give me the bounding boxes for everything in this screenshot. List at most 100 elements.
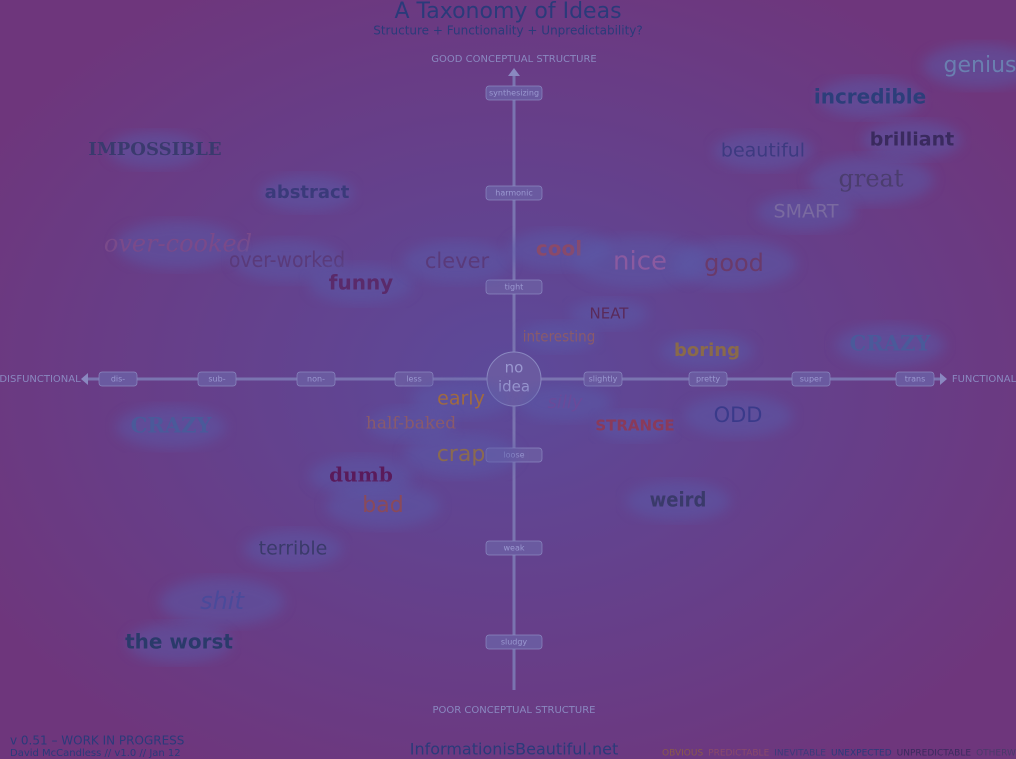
tick-box <box>296 371 336 387</box>
tick-box <box>485 540 543 556</box>
word-glow <box>108 132 202 168</box>
tick-label: pretty <box>696 375 720 384</box>
word-glow <box>572 236 708 288</box>
word: over-cooked <box>104 230 252 258</box>
word-glow <box>232 240 342 282</box>
word: interesting <box>523 328 596 346</box>
tick-box <box>394 371 434 387</box>
word: NEAT <box>590 305 630 323</box>
axis-bottom: POOR CONCEPTUAL STRUCTURE <box>433 705 596 716</box>
tick-box <box>485 185 543 201</box>
word-glow <box>660 333 754 369</box>
word: CRAZY <box>850 331 932 356</box>
word-glow <box>520 322 598 352</box>
word-glow <box>243 530 343 568</box>
word-glow <box>309 264 413 304</box>
tick-label: sludgy <box>501 638 528 647</box>
tick-box <box>485 279 543 295</box>
word-glow <box>835 324 945 366</box>
axis-left: DISFUNCTIONAL <box>0 374 81 385</box>
legend-item: OTHERWORLDLY <box>976 749 1016 759</box>
tick-box <box>895 371 935 387</box>
word-glow <box>116 406 226 448</box>
word-glow <box>115 221 241 269</box>
word: funny <box>329 271 393 295</box>
word: great <box>839 165 904 193</box>
title: A Taxonomy of Ideas <box>394 0 621 24</box>
axis-top: GOOD CONCEPTUAL STRUCTURE <box>431 54 596 65</box>
word-glow <box>683 395 793 437</box>
word: early <box>437 388 485 410</box>
tick-box <box>197 371 237 387</box>
word: genius <box>944 53 1016 78</box>
word-glow <box>756 193 856 231</box>
tick-label: sub- <box>208 375 225 384</box>
word-glow <box>570 299 648 329</box>
word: clever <box>425 249 490 273</box>
word: SMART <box>774 201 839 223</box>
tick-label: weak <box>504 544 525 553</box>
word: terrible <box>259 538 328 560</box>
tick-box <box>485 85 543 101</box>
tick-label: synthesizing <box>489 89 539 98</box>
word-glow <box>159 578 285 626</box>
legend-item: INEVITABLE <box>774 749 826 759</box>
word-glow <box>518 385 612 421</box>
tick-box <box>791 371 831 387</box>
tick-label: super <box>800 375 823 384</box>
tick-label: less <box>406 375 421 384</box>
word-glow <box>127 623 231 663</box>
word: weird <box>650 488 707 512</box>
word-glow <box>671 240 797 288</box>
tick-box <box>688 371 728 387</box>
word-glow <box>818 78 922 118</box>
word: nice <box>613 247 667 277</box>
word: good <box>704 249 764 277</box>
word: beautiful <box>721 140 805 162</box>
word-glow <box>325 484 441 528</box>
tick-label: trans <box>905 375 926 384</box>
word: incredible <box>814 85 926 109</box>
arrow-right <box>940 373 947 385</box>
legend-item: PREDICTABLE <box>708 749 769 759</box>
word: silly <box>547 392 582 413</box>
version: v 0.51 – WORK IN PROGRESS <box>10 734 184 748</box>
word: CRAZY <box>131 413 213 438</box>
tick-label: harmonic <box>495 189 533 198</box>
word: IMPOSSIBLE <box>88 139 221 160</box>
word: bad <box>362 493 403 518</box>
word-glow <box>713 132 813 170</box>
word-glow <box>411 380 511 418</box>
word-glow <box>808 156 934 204</box>
word: the worst <box>125 630 233 654</box>
tick-label: non- <box>307 375 325 384</box>
tick-label: dis- <box>111 375 125 384</box>
arrow-up <box>508 68 520 76</box>
word-glow <box>862 121 962 159</box>
word: STRANGE <box>595 417 674 435</box>
tick-label: slightly <box>589 375 618 384</box>
word: ODD <box>714 403 763 427</box>
word: dumb <box>329 463 393 487</box>
tick-box <box>98 371 138 387</box>
word: brilliant <box>870 129 954 151</box>
word-glow <box>260 175 354 211</box>
word: half-baked <box>366 414 456 434</box>
word-glow <box>402 241 512 283</box>
word: crap <box>437 442 486 467</box>
tick-box <box>485 634 543 650</box>
word: boring <box>674 340 740 361</box>
axis-right: FUNCTIONAL <box>952 374 1016 385</box>
legend-item: UNPREDICTABLE <box>897 749 972 759</box>
credit: David McCandless // v1.0 // Jan 12 <box>10 748 181 759</box>
word: over-worked <box>229 248 345 272</box>
word-glow <box>626 481 730 521</box>
subtitle: Structure + Functionality + Unpredictabi… <box>373 24 643 38</box>
arrow-left <box>81 373 88 385</box>
legend-item: UNEXPECTED <box>831 749 892 759</box>
site: InformationisBeautiful.net <box>410 740 618 759</box>
center-label: idea <box>498 378 530 396</box>
word-glow <box>366 407 456 441</box>
